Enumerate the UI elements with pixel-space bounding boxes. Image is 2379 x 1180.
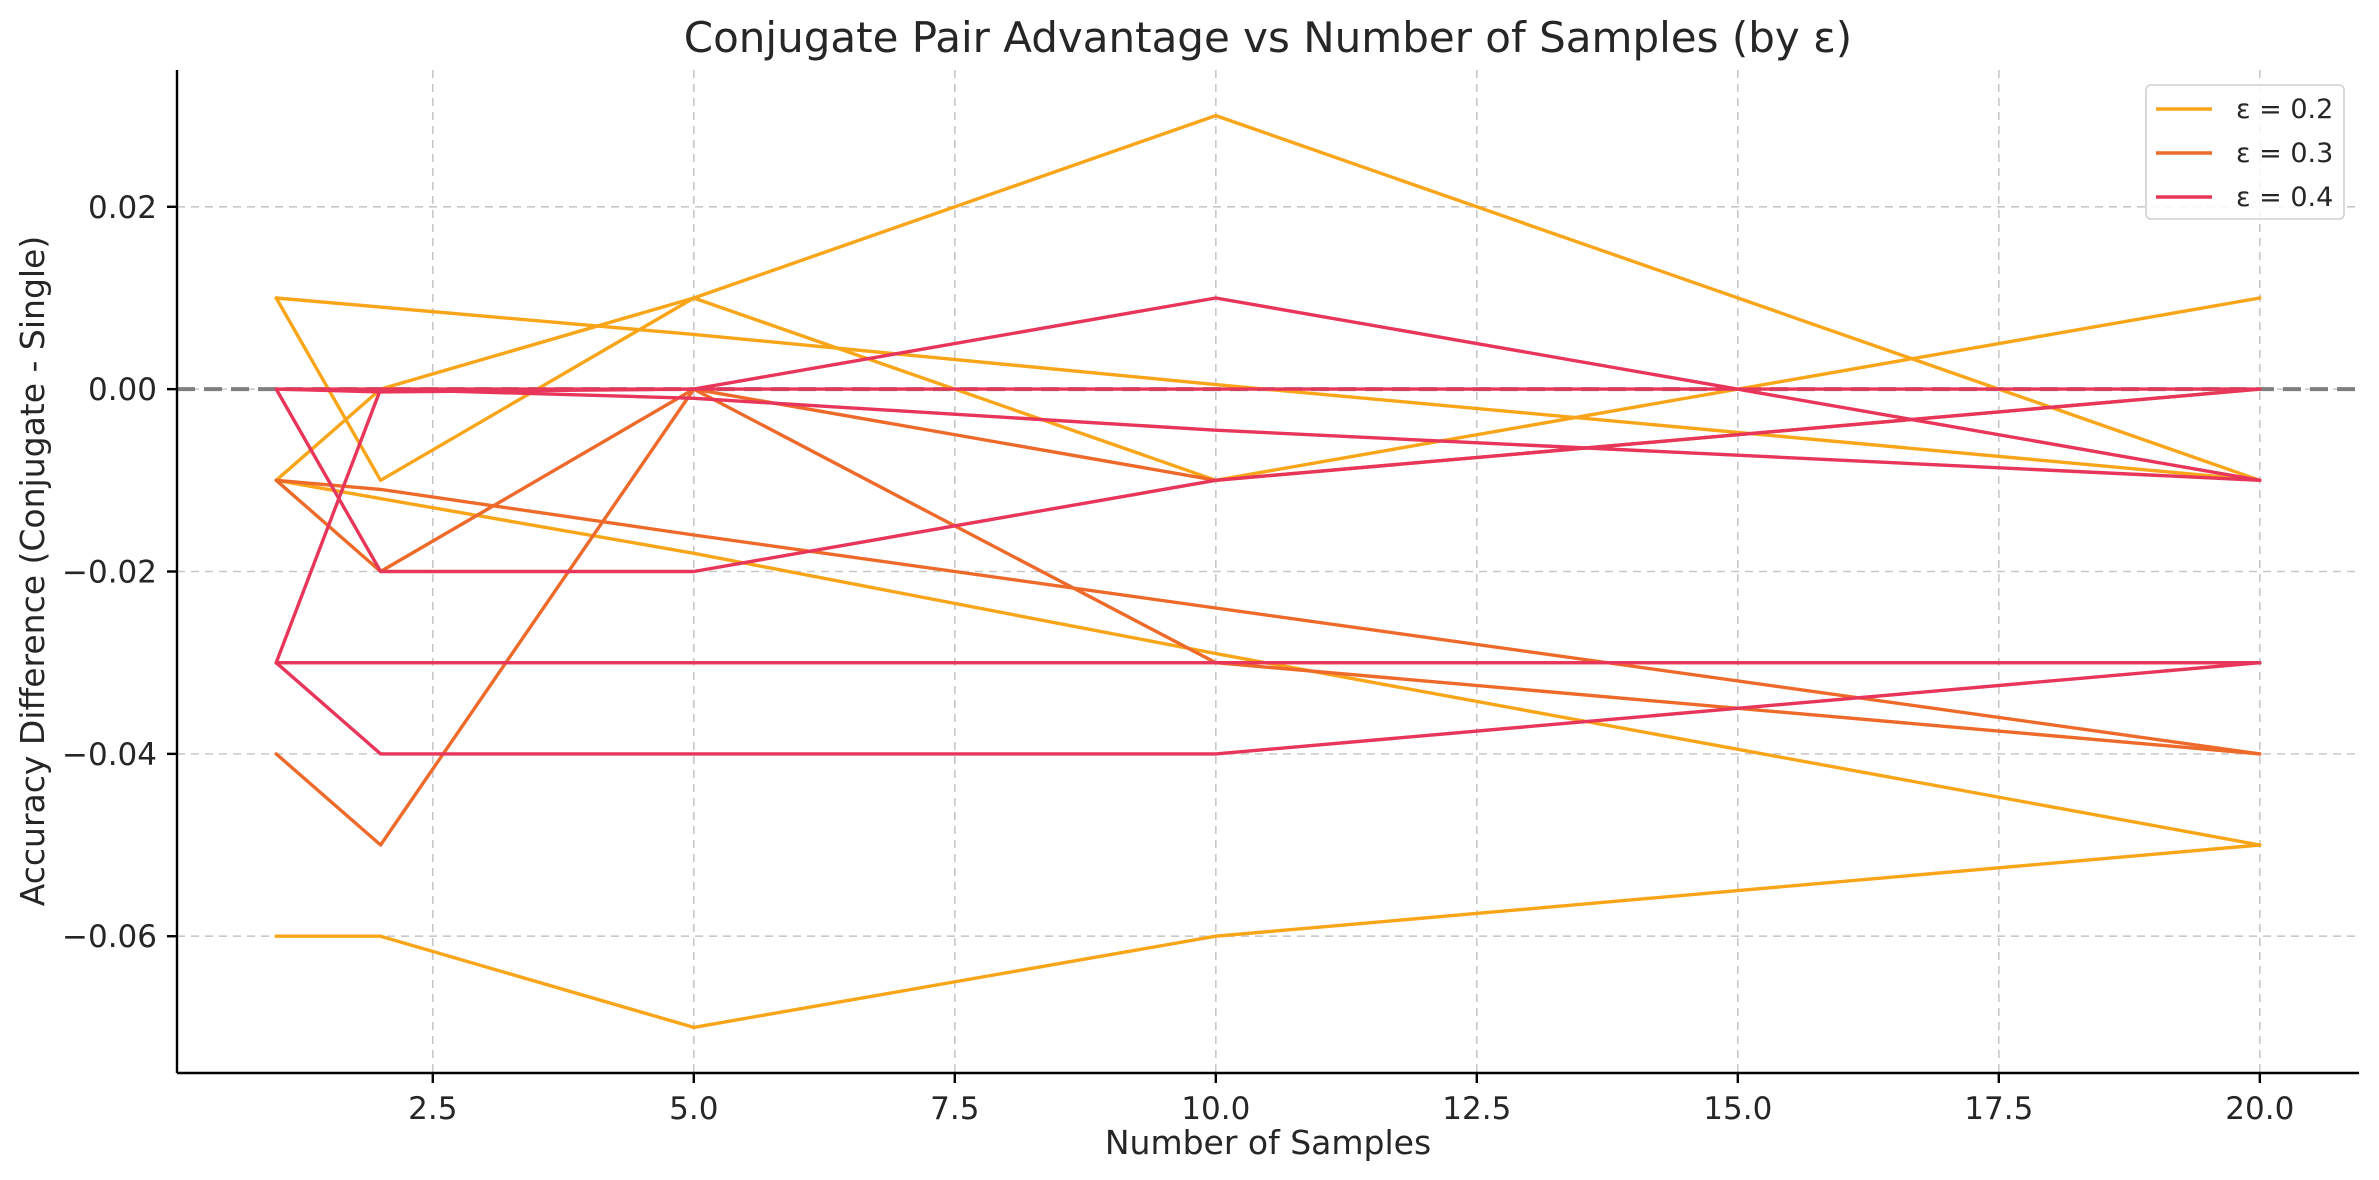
series-line-10 [274, 387, 2262, 574]
x-axis-label: Number of Samples [1105, 1123, 1431, 1162]
legend-box [2145, 84, 2345, 220]
x-tick-label: 15.0 [1703, 1091, 1772, 1127]
y-tick-label: −0.04 [62, 737, 157, 773]
series-line-13 [274, 661, 2262, 756]
y-tick-label: 0.02 [88, 190, 157, 226]
series-line-3 [274, 296, 2262, 482]
x-tick-label: 12.5 [1442, 1091, 1511, 1127]
legend: ε = 0.2 ε = 0.3 ε = 0.4 [2145, 84, 2345, 220]
series-line-12 [274, 387, 2262, 665]
series-line-2 [274, 113, 2262, 482]
x-tick-label: 10.0 [1181, 1091, 1250, 1127]
series-lines [274, 113, 2262, 1030]
series-line-4 [274, 478, 2262, 847]
x-ticks: 2.5 5.0 7.5 10.0 12.5 15.0 17.5 20.0 [408, 1073, 2294, 1127]
y-axis-label: Accuracy Difference (Conjugate - Single) [13, 236, 52, 907]
legend-label: ε = 0.2 [2236, 94, 2333, 125]
x-tick-label: 5.0 [669, 1091, 718, 1127]
series-line-8 [274, 478, 2262, 756]
y-ticks: −0.06 −0.04 −0.02 0.00 0.02 [62, 190, 177, 955]
x-tick-label: 17.5 [1964, 1091, 2033, 1127]
y-tick-label: 0.00 [88, 372, 157, 408]
y-tick-label: −0.02 [62, 555, 157, 591]
x-tick-label: 20.0 [2225, 1091, 2294, 1127]
y-tick-label: −0.06 [62, 919, 157, 955]
legend-label: ε = 0.3 [2236, 138, 2333, 169]
series-line-5 [274, 843, 2262, 1030]
x-tick-label: 7.5 [930, 1091, 979, 1127]
chart-title: Conjugate Pair Advantage vs Number of Sa… [684, 13, 1852, 62]
x-tick-label: 2.5 [408, 1091, 457, 1127]
legend-label: ε = 0.4 [2236, 182, 2333, 213]
